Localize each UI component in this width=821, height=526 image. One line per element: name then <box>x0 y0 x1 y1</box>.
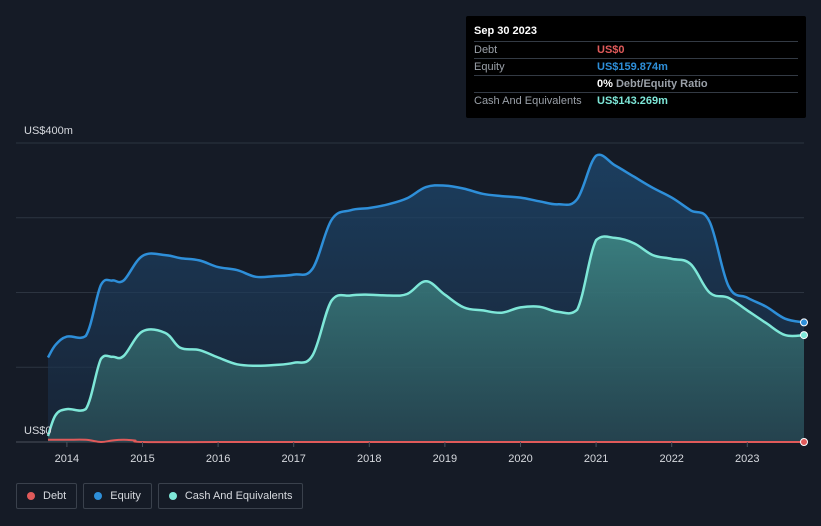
legend-item-cash[interactable]: Cash And Equivalents <box>157 483 304 509</box>
tooltip-ratio-caption: Debt/Equity Ratio <box>612 78 708 90</box>
debt-end-dot <box>800 438 808 446</box>
equity-end-dot <box>800 318 808 327</box>
chart-legend: Debt Equity Cash And Equivalents <box>16 483 304 509</box>
tooltip-ratio-percent: 0% <box>597 78 613 90</box>
cash-dot-icon <box>168 492 177 500</box>
legend-item-equity[interactable]: Equity <box>83 483 152 509</box>
legend-debt-label: Debt <box>43 490 67 502</box>
equity-line <box>46 153 805 359</box>
cash-end-dot <box>800 331 808 340</box>
debt-line <box>48 438 804 444</box>
tooltip-row-ratio: 0% Debt/Equity Ratio <box>474 75 798 92</box>
x-tick-label: 2019 <box>433 453 457 465</box>
x-tick-label: 2018 <box>357 453 381 465</box>
debt-dot-icon <box>27 492 35 500</box>
x-tick-label: 2014 <box>55 453 79 465</box>
tooltip-equity-value: US$159.874m <box>597 61 668 73</box>
y-axis-bottom-label: US$0 <box>24 425 52 437</box>
tooltip-cash-label: Cash And Equivalents <box>474 95 582 107</box>
legend-cash-label: Cash And Equivalents <box>184 490 293 502</box>
x-tick-label: 2023 <box>735 453 759 465</box>
x-tick-label: 2021 <box>584 453 608 465</box>
data-tooltip: Sep 30 2023 Debt US$0 Equity US$159.874m… <box>466 16 806 118</box>
tooltip-row-debt: Debt US$0 <box>474 41 798 58</box>
cash-area <box>48 236 804 442</box>
tooltip-row-equity: Equity US$159.874m <box>474 58 798 75</box>
cash-line <box>46 235 805 437</box>
x-tick-label: 2020 <box>508 453 532 465</box>
tooltip-debt-value: US$0 <box>597 44 625 56</box>
tooltip-ratio-value: 0% Debt/Equity Ratio <box>597 78 708 90</box>
tooltip-row-cash: Cash And Equivalents US$143.269m <box>474 92 798 109</box>
x-tick-label: 2016 <box>206 453 230 465</box>
x-tick-label: 2015 <box>130 453 154 465</box>
legend-item-debt[interactable]: Debt <box>16 483 78 509</box>
tooltip-date: Sep 30 2023 <box>474 25 537 37</box>
tooltip-cash-value: US$143.269m <box>597 95 668 107</box>
legend-equity-label: Equity <box>110 490 141 502</box>
equity-dot-icon <box>94 492 103 500</box>
x-tick-label: 2017 <box>281 453 305 465</box>
tooltip-debt-label: Debt <box>474 44 498 56</box>
tooltip-equity-label: Equity <box>474 61 505 73</box>
y-axis-top-label: US$400m <box>24 125 73 137</box>
x-tick-label: 2022 <box>659 453 683 465</box>
